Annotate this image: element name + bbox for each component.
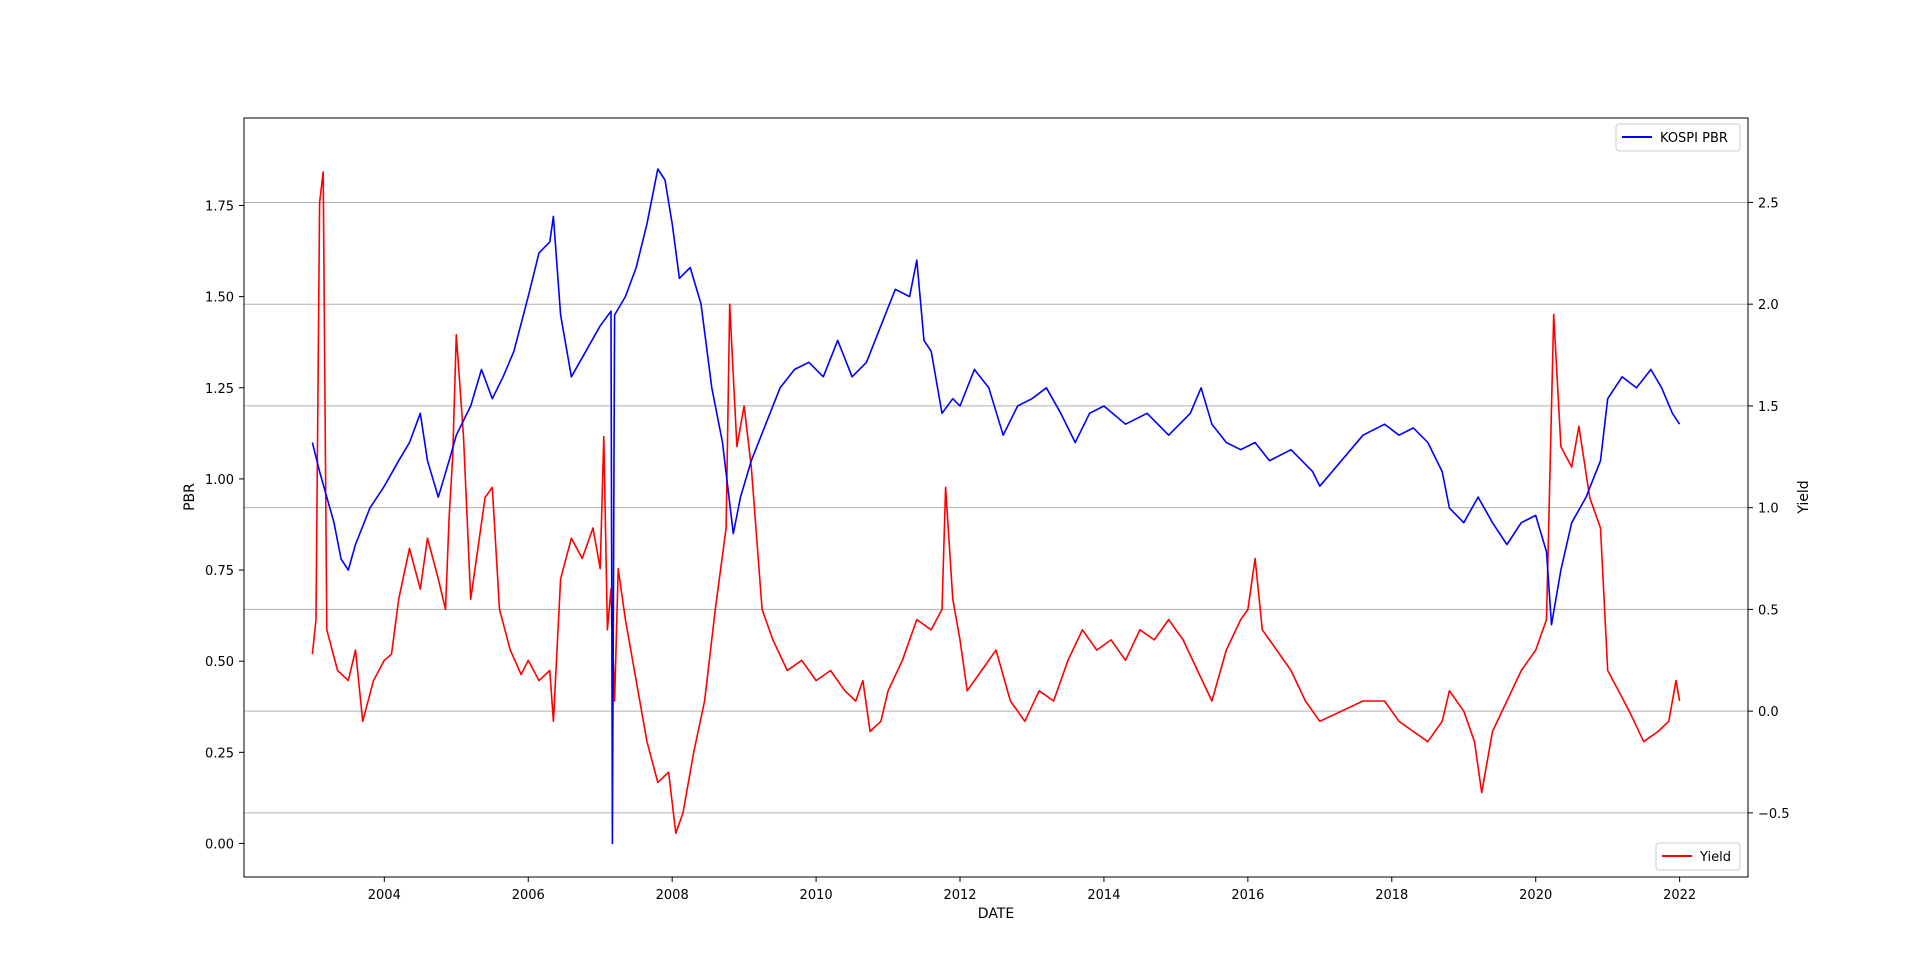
- y-tick-label-6: 1.50: [205, 291, 234, 306]
- series-line-kospi-pbr: [311, 168, 1681, 845]
- x-tick-label-4: 2012: [943, 888, 976, 903]
- x-tick-label-1: 2006: [512, 888, 545, 903]
- y-tick-label-3: 0.75: [205, 564, 234, 579]
- y-axis-left: 0.00 0.25 0.50 0.75 1.00 1.25 1.50 1.75: [205, 199, 244, 852]
- y2-tick-label-3: 1.0: [1758, 502, 1779, 517]
- series-layer: [311, 168, 1681, 845]
- y-tick-label-1: 0.25: [205, 746, 234, 761]
- legend-yield-box: [1655, 842, 1741, 871]
- x-tick-label-8: 2020: [1519, 888, 1552, 903]
- y2-tick-label-2: 0.5: [1758, 603, 1779, 618]
- y2-tick-label-0: −0.5: [1758, 807, 1790, 822]
- y2-tick-label-5: 2.0: [1758, 298, 1779, 313]
- x-tick-label-9: 2022: [1663, 888, 1696, 903]
- legend-pbr: KOSPI PBR: [1615, 123, 1741, 152]
- y-axis-right: −0.5 0.0 0.5 1.0 1.5 2.0 2.5: [1748, 196, 1790, 822]
- y2-axis-label: Yield: [1796, 480, 1812, 514]
- x-tick-label-5: 2014: [1087, 888, 1120, 903]
- y-tick-label-5: 1.25: [205, 382, 234, 397]
- legend-pbr-label: KOSPI PBR: [1660, 131, 1728, 146]
- y-tick-label-4: 1.00: [205, 473, 234, 488]
- y-tick-label-2: 0.50: [205, 655, 234, 670]
- x-tick-label-0: 2004: [368, 888, 401, 903]
- y2-tick-label-4: 1.5: [1758, 400, 1779, 415]
- legend-pbr-box: [1615, 123, 1741, 152]
- y-tick-label-7: 1.75: [205, 199, 234, 214]
- x-tick-label-6: 2016: [1231, 888, 1264, 903]
- x-tick-label-3: 2010: [800, 888, 833, 903]
- series-line-yield: [311, 171, 1681, 835]
- x-tick-label-7: 2018: [1375, 888, 1408, 903]
- y-tick-label-0: 0.00: [205, 837, 234, 852]
- y-axis-label: PBR: [182, 483, 198, 511]
- grid-lines: [244, 201, 1748, 814]
- x-axis-label: DATE: [978, 906, 1014, 922]
- plot-area-frame: [243, 117, 1749, 878]
- y2-tick-label-1: 0.0: [1758, 705, 1779, 720]
- legend-yield: Yield: [1655, 842, 1741, 871]
- x-tick-label-2: 2008: [656, 888, 689, 903]
- y2-tick-label-6: 2.5: [1758, 196, 1779, 211]
- legend-yield-label: Yield: [1699, 850, 1731, 865]
- x-axis: 2004 2006 2008 2010 2012 2014 2016 2018 2020 2022: [368, 877, 1696, 903]
